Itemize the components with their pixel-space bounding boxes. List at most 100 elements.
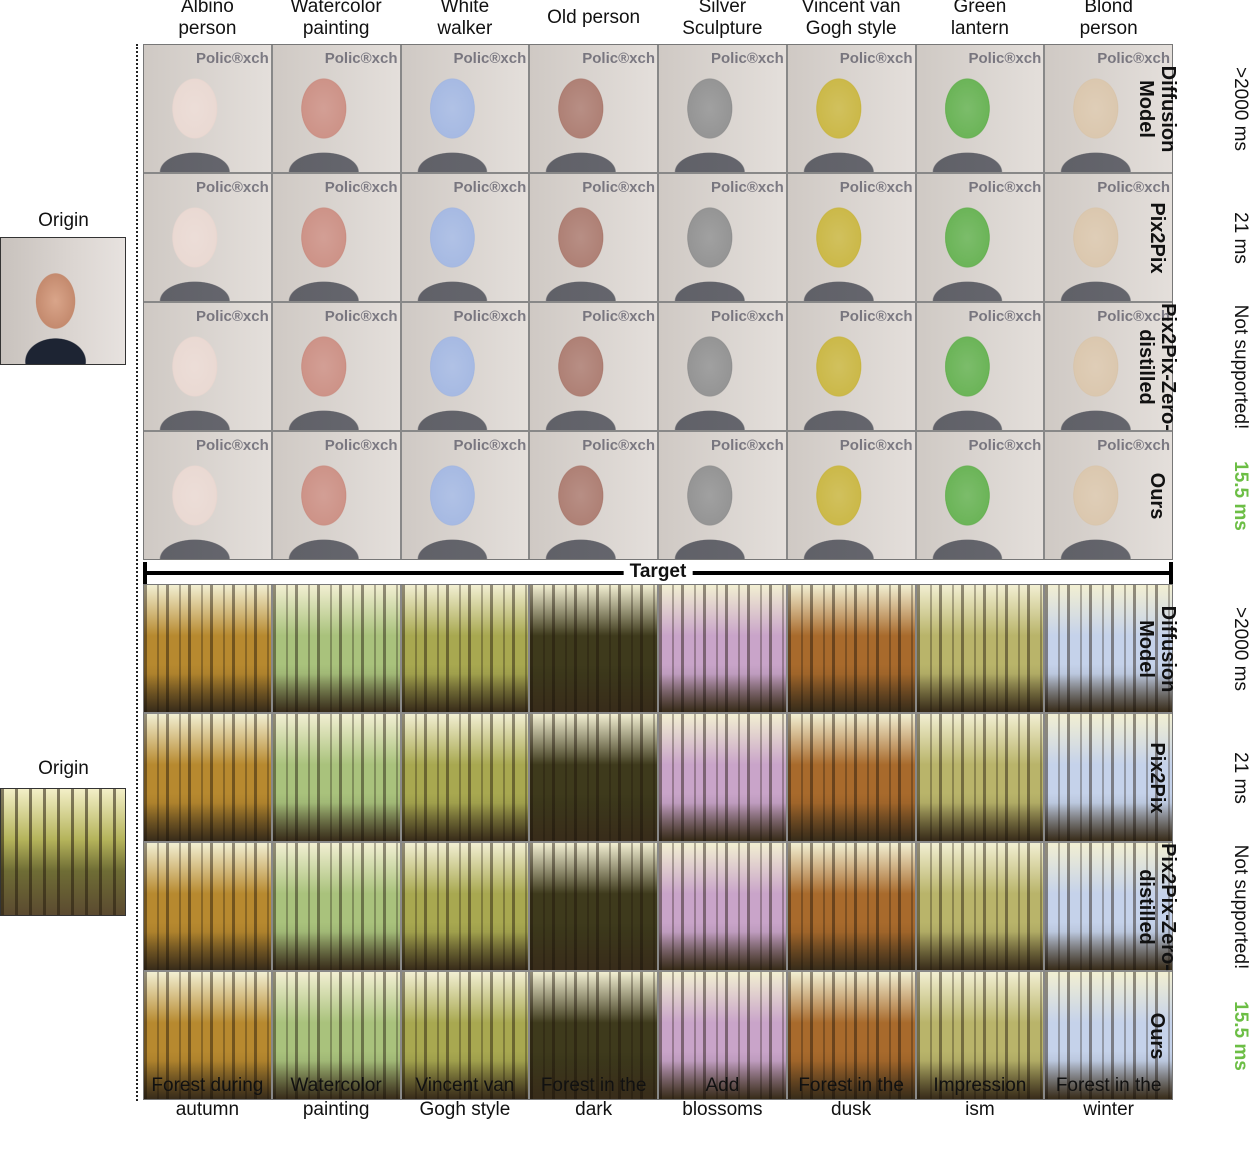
method-label-line1: Diffusion (1157, 605, 1179, 692)
face-column-header-line2: person (178, 18, 237, 39)
timing-label: >2000 ms (1226, 44, 1253, 173)
forest-result-image (272, 972, 400, 1099)
method-label-line1: Pix2Pix-Zero- (1157, 302, 1179, 431)
forest-result-image (916, 972, 1044, 1099)
origin-forest-image (0, 788, 126, 916)
face-result-image (916, 174, 1044, 301)
timing-value: 21 ms (1229, 751, 1251, 804)
face-results-grid (143, 44, 1173, 560)
forest-column-label-line2: ism (965, 1099, 995, 1120)
origin-label-forest: Origin (38, 758, 89, 779)
face-column-header-line2: Sculpture (682, 18, 763, 39)
face-column-header-6: Green lantern (916, 0, 1045, 40)
forest-result-image (401, 972, 529, 1099)
method-label: Pix2Pix-Zero-distilled (1135, 842, 1179, 971)
forest-column-label-line1: Forest in the (540, 1075, 647, 1096)
forest-result-image (659, 714, 786, 841)
forest-result-image (916, 843, 1044, 970)
face-result-image (659, 174, 786, 301)
face-result-image (1045, 432, 1172, 559)
method-label: Ours (1135, 431, 1179, 560)
forest-column-label-1: Watercolor painting (272, 1074, 401, 1122)
face-result-image (272, 174, 400, 301)
face-column-header-line1: Old person (547, 7, 641, 28)
face-result-image (1045, 45, 1172, 172)
forest-result-image (916, 585, 1044, 712)
forest-column-label-line1: Forest in the (798, 1075, 904, 1096)
forest-column-label-line2: winter (1083, 1099, 1134, 1120)
forest-column-label-5: Forest in the dusk (787, 1074, 916, 1122)
face-result-image (787, 174, 915, 301)
method-label: Diffusion Model (1135, 584, 1179, 713)
face-column-header-2: White walker (401, 0, 530, 40)
face-column-header-line1: Vincent van (801, 0, 901, 17)
face-result-image (144, 45, 271, 172)
method-label: Ours (1135, 971, 1179, 1100)
forest-result-image (272, 585, 400, 712)
face-column-header-1: Watercolor painting (272, 0, 401, 40)
face-result-image (1045, 174, 1172, 301)
forest-column-label-line1: Impression (933, 1075, 1027, 1096)
forest-column-label-4: Add blossoms (658, 1074, 787, 1122)
face-result-image (659, 45, 786, 172)
forest-result-image (1045, 972, 1172, 1099)
face-column-header-line1: White (440, 0, 490, 17)
forest-column-label-line2: painting (302, 1099, 370, 1120)
forest-result-image (401, 714, 529, 841)
forest-results-grid (143, 584, 1173, 1100)
method-label-line2: Model (1135, 79, 1157, 138)
face-column-header-4: Silver Sculpture (658, 0, 787, 40)
face-column-header-line1: Blond (1084, 0, 1133, 17)
forest-column-label-line2: autumn (175, 1099, 240, 1120)
method-label-line2: distilled (1135, 328, 1157, 405)
face-result-image (530, 303, 657, 430)
face-column-header-0: Albino person (143, 0, 272, 40)
face-result-image (144, 303, 271, 430)
timing-value: Not supported! (1229, 304, 1251, 429)
face-result-image (530, 45, 657, 172)
face-result-image (659, 303, 786, 430)
timing-value: >2000 ms (1229, 606, 1251, 691)
origin-label-face: Origin (38, 210, 89, 231)
forest-result-image (659, 843, 786, 970)
timing-label: Not supported! (1226, 842, 1253, 971)
timing-value: 15.5 ms (1229, 1000, 1251, 1071)
face-result-image (401, 432, 529, 559)
timing-value: >2000 ms (1229, 66, 1251, 151)
face-result-image (530, 174, 657, 301)
face-column-header-line2: painting (302, 18, 370, 39)
forest-result-image (916, 714, 1044, 841)
forest-result-image (787, 843, 915, 970)
forest-result-image (144, 972, 271, 1099)
face-column-header-5: Vincent van Gogh style (787, 0, 916, 40)
face-result-image (787, 45, 915, 172)
forest-column-label-2: Vincent van Gogh style (401, 1074, 530, 1122)
target-label: Target (623, 561, 693, 583)
forest-result-image (530, 843, 657, 970)
face-result-image (659, 432, 786, 559)
face-result-image (144, 174, 271, 301)
forest-result-image (659, 585, 786, 712)
forest-result-image (144, 843, 271, 970)
face-result-image (272, 303, 400, 430)
forest-column-label-3: Forest in the dark (529, 1074, 658, 1122)
timing-label: 15.5 ms (1226, 971, 1253, 1100)
forest-column-label-line1: Forest during (151, 1075, 264, 1096)
face-result-image (144, 432, 271, 559)
face-result-image (530, 432, 657, 559)
forest-result-image (272, 714, 400, 841)
forest-column-label-7: Forest in the winter (1044, 1074, 1173, 1122)
forest-result-image (787, 972, 915, 1099)
method-label: Pix2Pix (1135, 173, 1179, 302)
timing-value: 15.5 ms (1229, 460, 1251, 531)
forest-result-image (401, 843, 529, 970)
forest-result-image (401, 585, 529, 712)
forest-column-label-line2: Gogh style (419, 1099, 511, 1120)
timing-label: >2000 ms (1226, 584, 1253, 713)
forest-column-label-line1: Watercolor (290, 1075, 382, 1096)
method-label-line1: Pix2Pix-Zero- (1157, 842, 1179, 971)
forest-result-image (530, 585, 657, 712)
forest-column-label-line2: dark (575, 1099, 613, 1120)
timing-label: Not supported! (1226, 302, 1253, 431)
face-column-header-line1: Albino (180, 0, 234, 17)
